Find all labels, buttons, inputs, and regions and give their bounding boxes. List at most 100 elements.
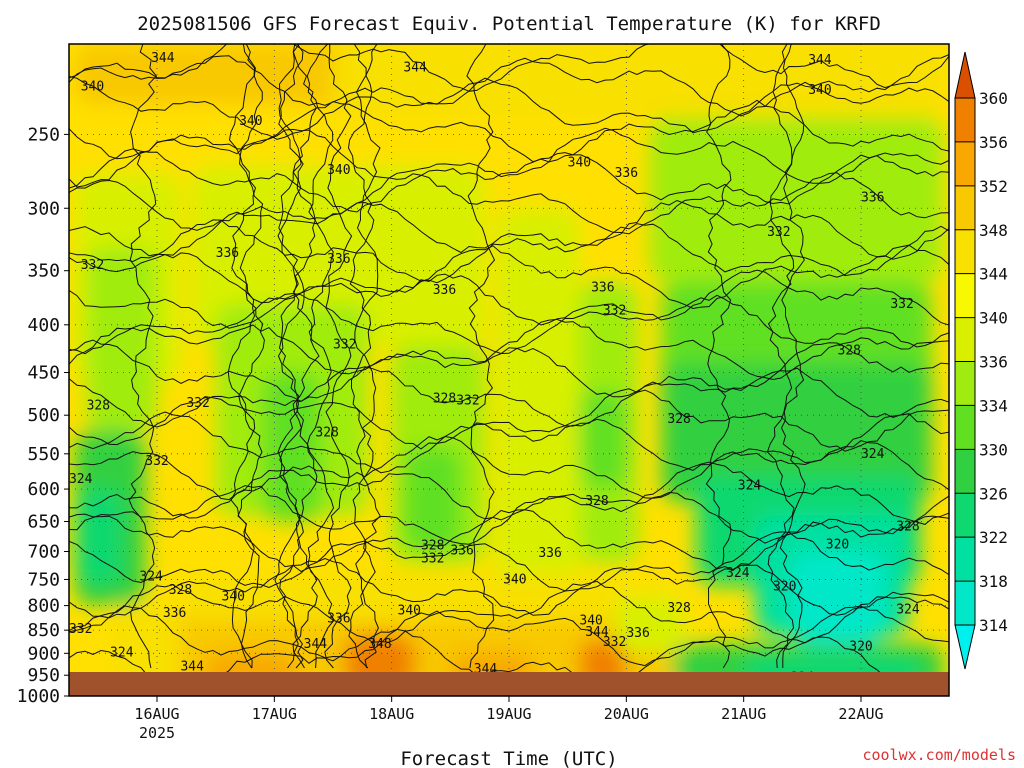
x-axis-subtick: 2025 [139, 724, 175, 742]
contour-line-16 [69, 411, 949, 474]
y-tick-label-700: 700 [27, 542, 60, 563]
contour-label: 344 [304, 637, 328, 652]
contour-label: 332 [186, 396, 209, 411]
contour-line-15 [69, 388, 949, 452]
contour-label: 336 [615, 166, 638, 181]
contour-label: 328 [667, 412, 690, 427]
contour-line-19 [69, 485, 949, 545]
colorbar-band-336 [955, 317, 975, 362]
contour-vertical-11 [705, 44, 732, 669]
contour-line-5 [69, 148, 949, 213]
contour-label: 332 [145, 454, 168, 469]
contour-vertical-10 [128, 44, 158, 669]
contour-label: 344 [151, 51, 175, 66]
colorbar-band-314 [955, 581, 975, 625]
credit-label: coolwx.com/models [862, 746, 1016, 764]
y-tick-label-750: 750 [27, 569, 60, 590]
contour-line-8 [69, 219, 949, 284]
contour-label: 340 [808, 83, 831, 98]
colorbar: 314 318 322 326 330 334 336 340 344 348 352 356 360 [954, 51, 1008, 670]
contour-label: 328 [667, 601, 690, 616]
x-tick-label-19AUG: 19AUG [486, 705, 531, 723]
colorbar-label-318: 318 [979, 572, 1008, 591]
colorbar-label-348: 348 [979, 221, 1008, 240]
field-region-6 [262, 372, 322, 522]
x-tick-label-21AUG: 21AUG [721, 705, 766, 723]
contour-label: 336 [163, 606, 186, 621]
contour-vertical-7 [466, 44, 496, 669]
contour-line-22 [69, 557, 949, 619]
contour-line-10 [69, 269, 949, 329]
contour-line-23 [69, 580, 949, 644]
contour-line-24 [69, 605, 949, 667]
contour-line-20 [69, 509, 949, 572]
contour-line-7 [69, 199, 949, 260]
contour-label: 320 [826, 538, 849, 553]
contour-label: 332 [81, 258, 104, 273]
contour-label: 320 [773, 579, 796, 594]
field-region-13 [661, 282, 932, 391]
colorbar-label-314: 314 [979, 616, 1008, 635]
y-axis: 2503003504004505005506006507007508008509… [17, 124, 69, 707]
colorbar-band-330 [955, 405, 975, 450]
field-region-29 [614, 595, 685, 654]
contour-vertical-12 [274, 44, 302, 669]
contour-label: 332 [603, 635, 626, 650]
contour-label: 328 [433, 392, 456, 407]
contour-label: 336 [626, 626, 649, 641]
contour-label: 340 [503, 572, 526, 587]
contour-label: 332 [767, 225, 790, 240]
contour-line-13 [69, 339, 949, 402]
field-region-14 [661, 363, 932, 503]
colorbar-band-326 [955, 449, 975, 494]
contour-label: 340 [579, 614, 602, 629]
field-region-9 [497, 208, 580, 585]
chart-title: 2025081506 GFS Forecast Equiv. Potential… [137, 13, 881, 35]
contour-vertical-8 [324, 44, 353, 669]
field-region-3 [86, 246, 157, 432]
contour-label: 324 [69, 472, 93, 487]
colorbar-label-360: 360 [979, 89, 1008, 108]
contour-line-21 [69, 531, 949, 592]
contour-label: 340 [239, 114, 262, 129]
contour-line-6 [69, 172, 949, 235]
contour-label: 336 [216, 246, 239, 261]
contour-label: 344 [808, 53, 832, 68]
colorbar-label-352: 352 [979, 177, 1008, 196]
field-region-4 [192, 165, 486, 345]
contour-label: 328 [838, 343, 861, 358]
contour-line-1 [69, 54, 949, 117]
field-region-19 [74, 489, 122, 585]
x-tick-label-18AUG: 18AUG [369, 705, 414, 723]
contour-vertical-3 [347, 44, 376, 669]
y-tick-label-900: 900 [27, 643, 60, 664]
contour-label: 324 [738, 479, 762, 494]
colorbar-label-334: 334 [979, 396, 1008, 415]
contour-label: 336 [591, 281, 614, 296]
colorbar-label-336: 336 [979, 353, 1008, 372]
contour-label: 324 [110, 645, 134, 660]
y-tick-label-550: 550 [27, 444, 60, 465]
contour-label: 340 [81, 79, 104, 94]
y-tick-label-850: 850 [27, 620, 60, 641]
y-tick-label-300: 300 [27, 198, 60, 219]
contour-label: 328 [169, 583, 192, 598]
contour-line-9 [69, 244, 949, 310]
y-tick-label-450: 450 [27, 363, 60, 384]
contour-vertical-4 [227, 44, 257, 669]
colorbar-label-356: 356 [979, 133, 1008, 152]
contour-line-0 [69, 44, 949, 92]
y-tick-label-950: 950 [27, 665, 60, 686]
colorbar-band-334 [955, 361, 975, 406]
contour-label: 328 [87, 398, 110, 413]
x-tick-label-22AUG: 22AUG [838, 705, 883, 723]
contour-line-4 [69, 127, 949, 188]
contour-label: 348 [368, 637, 391, 652]
contour-label: 324 [861, 447, 885, 462]
colorbar-min-arrow [954, 624, 976, 670]
colorbar-label-330: 330 [979, 440, 1008, 459]
field-region-27 [110, 605, 181, 692]
colorbar-band-356 [955, 98, 975, 142]
